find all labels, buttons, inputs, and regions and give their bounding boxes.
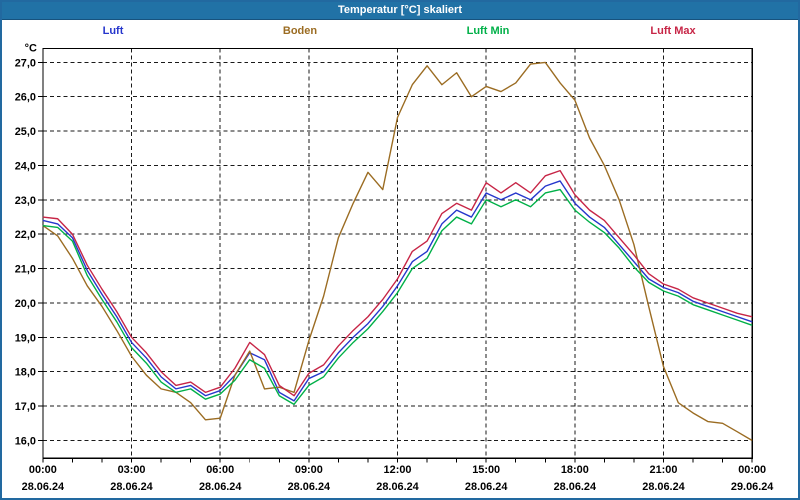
legend-item-luft-max: Luft Max <box>650 25 696 37</box>
svg-text:28.06.24: 28.06.24 <box>199 481 241 493</box>
svg-text:21,0: 21,0 <box>15 264 36 276</box>
svg-text:16,0: 16,0 <box>15 435 36 447</box>
svg-text:26,0: 26,0 <box>15 92 36 104</box>
series-line-luft-min <box>42 188 753 406</box>
svg-text:12:00: 12:00 <box>384 464 412 476</box>
svg-text:25,0: 25,0 <box>15 126 36 138</box>
svg-text:24,0: 24,0 <box>15 160 36 172</box>
svg-text:18:00: 18:00 <box>561 464 589 476</box>
series-line-luft-max <box>42 169 753 397</box>
legend-item-luft: Luft <box>102 25 124 37</box>
legend-item-boden: Boden <box>282 25 318 37</box>
y-axis-unit-label: °C <box>25 43 37 55</box>
svg-text:28.06.24: 28.06.24 <box>376 481 418 493</box>
svg-text:22,0: 22,0 <box>15 229 36 241</box>
svg-text:03:00: 03:00 <box>118 464 146 476</box>
svg-text:23,0: 23,0 <box>15 195 36 207</box>
svg-text:28.06.24: 28.06.24 <box>465 481 507 493</box>
series-line-luft <box>42 180 753 402</box>
svg-text:00:00: 00:00 <box>738 464 766 476</box>
title-bar: Temperatur [°C] skaliert <box>2 2 798 20</box>
svg-text:15:00: 15:00 <box>472 464 500 476</box>
svg-text:28.06.24: 28.06.24 <box>554 481 596 493</box>
series-line-boden <box>42 61 753 442</box>
svg-text:00:00: 00:00 <box>29 464 57 476</box>
legend-item-luft-min: Luft Min <box>466 25 510 37</box>
window-title: Temperatur [°C] skaliert <box>337 4 462 16</box>
svg-text:27,0: 27,0 <box>15 57 36 69</box>
svg-text:06:00: 06:00 <box>206 464 234 476</box>
svg-text:09:00: 09:00 <box>295 464 323 476</box>
svg-text:28.06.24: 28.06.24 <box>642 481 684 493</box>
svg-text:17,0: 17,0 <box>15 401 36 413</box>
svg-text:18,0: 18,0 <box>15 367 36 379</box>
svg-text:28.06.24: 28.06.24 <box>110 481 152 493</box>
svg-text:28.06.24: 28.06.24 <box>288 481 330 493</box>
svg-text:21:00: 21:00 <box>650 464 678 476</box>
svg-text:19,0: 19,0 <box>15 332 36 344</box>
svg-text:29.06.24: 29.06.24 <box>731 481 773 493</box>
svg-text:20,0: 20,0 <box>15 298 36 310</box>
svg-text:28.06.24: 28.06.24 <box>22 481 64 493</box>
